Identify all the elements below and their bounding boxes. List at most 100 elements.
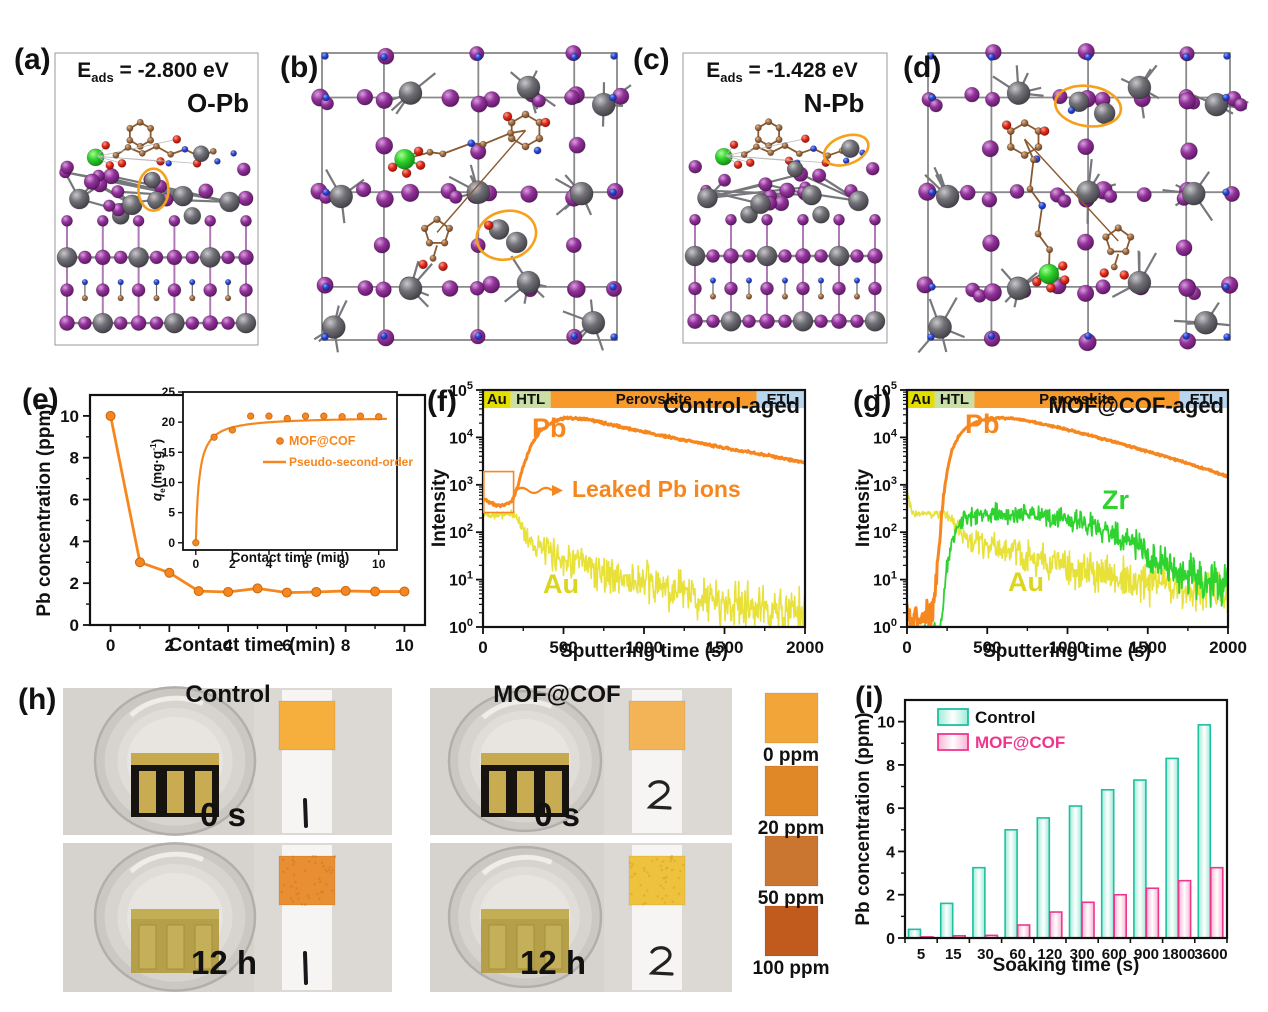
svg-text:5: 5	[168, 506, 175, 520]
panel-f-label: (f)	[427, 385, 457, 418]
svg-text:ETL: ETL	[1190, 391, 1218, 408]
panel-h-mofcof-title: MOF@COF	[493, 681, 621, 708]
panel-g-au-curve-label: Au	[1008, 567, 1044, 597]
svg-text:0: 0	[106, 636, 115, 655]
panel-h-mofcof-time-12h: 12 h	[519, 944, 587, 981]
svg-text:8: 8	[339, 557, 346, 571]
panel-i-x-axis-title: Soaking time (s)	[992, 955, 1140, 976]
svg-text:8: 8	[886, 758, 895, 775]
panel-f-title: Control-aged	[663, 393, 800, 418]
panel-a-structure-side-view	[54, 52, 259, 346]
svg-text:5: 5	[917, 946, 925, 963]
svg-text:HTL: HTL	[940, 391, 969, 408]
panel-c-site-label: N-Pb	[803, 88, 865, 118]
ppm-scale-label-50: 50 ppm	[757, 888, 825, 909]
svg-text:10: 10	[395, 636, 414, 655]
panel-f-y-axis-title: Intensity	[429, 468, 451, 548]
svg-text:25: 25	[162, 385, 176, 399]
svg-text:2: 2	[165, 636, 174, 655]
svg-text:MOF@COF: MOF@COF	[975, 733, 1065, 752]
svg-text:2: 2	[70, 574, 79, 593]
svg-text:103: 103	[449, 475, 473, 495]
panel-c-structure-side-view	[682, 52, 888, 344]
svg-text:2000: 2000	[786, 638, 824, 657]
svg-text:10: 10	[60, 407, 79, 426]
svg-text:900: 900	[1134, 946, 1159, 963]
svg-text:0: 0	[192, 557, 199, 571]
svg-text:30: 30	[977, 946, 994, 963]
svg-text:102: 102	[873, 522, 897, 542]
panel-e-x-axis-title: Contact time (min)	[168, 635, 336, 656]
panel-d-structure-top-view	[916, 42, 1249, 354]
svg-text:1000: 1000	[625, 638, 663, 657]
svg-text:102: 102	[449, 522, 473, 542]
svg-text:Au: Au	[487, 391, 507, 408]
panel-h-label: (h)	[18, 683, 57, 716]
svg-text:8: 8	[70, 449, 79, 468]
panel-e-inset-y-axis-title: qe(mg·g-1)	[148, 438, 168, 502]
svg-text:103: 103	[873, 475, 897, 495]
panel-e-label: (e)	[22, 383, 59, 416]
panel-h-control-time-12h: 12 h	[190, 944, 258, 981]
panel-i-label: (i)	[855, 681, 884, 714]
svg-text:10: 10	[877, 715, 895, 732]
svg-text:1000: 1000	[1049, 638, 1087, 657]
svg-text:1500: 1500	[706, 638, 744, 657]
svg-text:Au: Au	[911, 391, 931, 408]
svg-text:20: 20	[162, 415, 176, 429]
panel-d-label: (d)	[903, 51, 942, 84]
svg-text:600: 600	[1102, 946, 1127, 963]
svg-text:10: 10	[372, 557, 386, 571]
svg-text:500: 500	[973, 638, 1001, 657]
panel-h-photos	[63, 686, 819, 992]
svg-text:104: 104	[449, 427, 474, 447]
svg-text:8: 8	[341, 636, 350, 655]
panel-e-kinetics-chart: 0 2 4 6 8 10 0 2 4 6 8 10 0 2 4 6 8 10 0 5 10 15 20 25 MOF@COF Ps…	[60, 385, 427, 655]
ppm-scale-label-20: 20 ppm	[757, 818, 825, 839]
panel-g-y-axis-title: Intensity	[853, 468, 875, 548]
svg-text:1800: 1800	[1162, 946, 1195, 963]
svg-text:4: 4	[223, 636, 233, 655]
panel-f-depth-profile-chart: Au HTL Perovskite ETL 0 500 1000 1500 2000 100 101…	[449, 380, 824, 657]
panel-b-structure-top-view	[310, 44, 632, 353]
svg-text:6: 6	[70, 491, 79, 510]
panel-i-y-axis-title: Pb concentration (ppm)	[853, 712, 875, 926]
svg-text:101: 101	[873, 570, 897, 590]
panel-f-leaked-pb-annotation: Leaked Pb ions	[572, 476, 741, 502]
panel-b-label: (b)	[280, 51, 319, 84]
svg-text:101: 101	[449, 570, 473, 590]
panel-g-label: (g)	[853, 385, 892, 418]
svg-text:4: 4	[70, 532, 80, 551]
svg-text:104: 104	[873, 427, 898, 447]
panel-a-adsorption-energy: Eads = -2.800 eV	[77, 59, 229, 86]
svg-text:4: 4	[886, 844, 895, 861]
svg-text:100: 100	[449, 617, 473, 637]
svg-text:15: 15	[945, 946, 962, 963]
panel-e-y-axis-title: Pb concentration (ppm)	[34, 403, 56, 617]
panel-g-pb-curve-label: Pb	[965, 409, 1000, 439]
panel-g-title: MOF@COF-aged	[1048, 393, 1224, 418]
svg-text:2: 2	[886, 888, 895, 905]
svg-text:3600: 3600	[1194, 946, 1227, 963]
svg-text:105: 105	[873, 380, 897, 400]
svg-text:Control: Control	[975, 708, 1035, 727]
svg-text:6: 6	[282, 636, 291, 655]
svg-text:120: 120	[1037, 946, 1062, 963]
panel-a-site-label: O-Pb	[186, 88, 250, 118]
svg-text:500: 500	[549, 638, 577, 657]
svg-text:1500: 1500	[1129, 638, 1167, 657]
ppm-scale-label-100: 100 ppm	[752, 958, 830, 979]
svg-text:Pseudo-second-order: Pseudo-second-order	[289, 455, 413, 469]
svg-text:15: 15	[162, 445, 176, 459]
svg-text:0: 0	[168, 536, 175, 550]
svg-text:6: 6	[886, 801, 895, 818]
svg-text:6: 6	[302, 557, 309, 571]
svg-text:300: 300	[1070, 946, 1095, 963]
ppm-scale-label-0: 0 ppm	[763, 745, 819, 766]
panel-h-mofcof-time-0s: 0 s	[534, 796, 580, 833]
svg-text:10: 10	[162, 475, 176, 489]
panel-c-adsorption-energy: Eads = -1.428 eV	[706, 59, 858, 86]
panel-f-au-curve-label: Au	[543, 569, 579, 599]
svg-text:0: 0	[70, 616, 79, 635]
panel-f-x-axis-title: Sputtering time (s)	[560, 641, 728, 662]
